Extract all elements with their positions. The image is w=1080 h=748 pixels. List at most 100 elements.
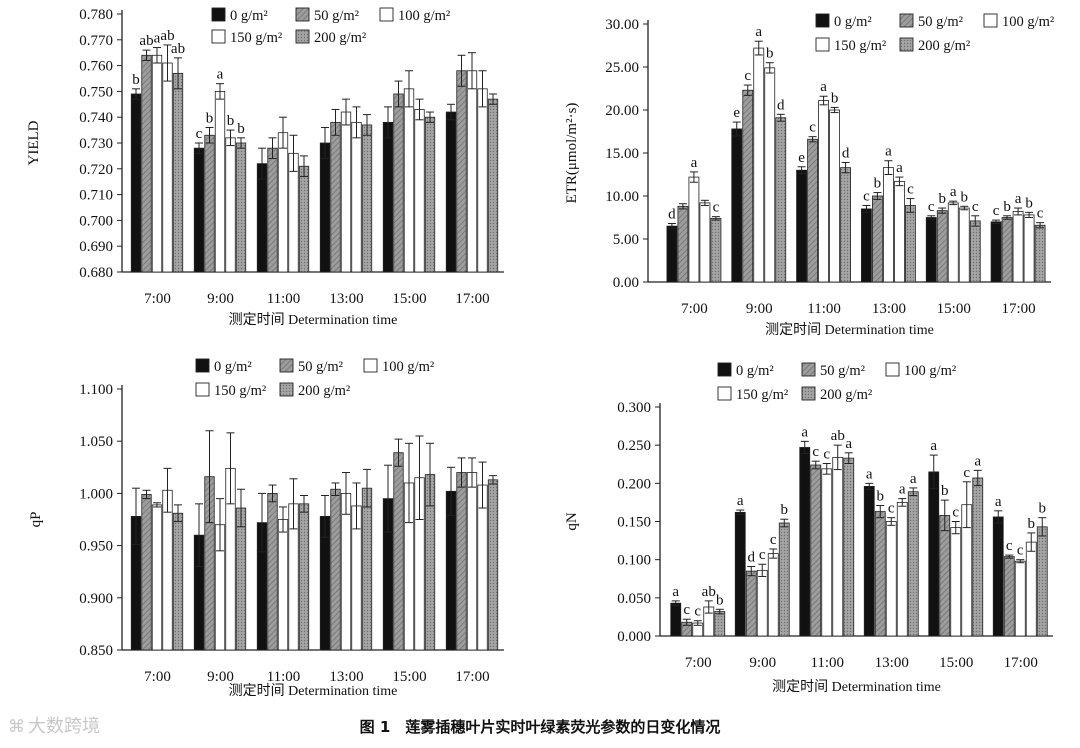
yield-legend-swatch bbox=[295, 29, 310, 44]
qn-y-tick-label: 0.000 bbox=[617, 629, 651, 645]
qn-significance-label: a bbox=[672, 584, 679, 600]
qp-bar bbox=[340, 492, 352, 651]
qn-bar bbox=[1003, 556, 1015, 637]
etr-y-tick-label: 0.00 bbox=[613, 275, 639, 291]
qp-x-tick-label: 15:00 bbox=[392, 669, 426, 685]
qp-bar bbox=[466, 472, 478, 651]
qn-significance-label: c bbox=[1006, 538, 1013, 554]
yield-x-tick-label: 9:00 bbox=[207, 291, 234, 307]
etr-x-axis-label: 测定时间 Determination time bbox=[765, 322, 934, 338]
etr-y-tick-label: 10.00 bbox=[605, 189, 639, 205]
yield-legend-swatch bbox=[295, 7, 310, 22]
etr-significance-label: b bbox=[831, 90, 839, 106]
etr-legend-label: 0 g/m² bbox=[834, 14, 872, 30]
etr-bar bbox=[1012, 211, 1024, 283]
qn-bar bbox=[972, 477, 984, 637]
etr-y-axis-label: ETR(μmol/m²·s) bbox=[564, 103, 580, 204]
yield-bar bbox=[204, 134, 215, 273]
qn-significance-label: c bbox=[888, 501, 895, 517]
etr-bar bbox=[958, 207, 970, 283]
yield-legend-swatch bbox=[211, 29, 226, 44]
etr-legend-swatch bbox=[815, 37, 830, 52]
qp-legend-label: 0 g/m² bbox=[214, 359, 252, 375]
etr-significance-label: c bbox=[809, 120, 816, 136]
qn-x-tick-label: 7:00 bbox=[685, 655, 712, 671]
yield-y-tick-label: 0.690 bbox=[79, 239, 113, 255]
qn-bar bbox=[885, 521, 897, 637]
qp-x-axis-label: 测定时间 Determination time bbox=[229, 683, 398, 699]
qn-x-tick-label: 17:00 bbox=[1004, 655, 1038, 671]
yield-bar bbox=[466, 70, 478, 273]
etr-bar bbox=[1023, 214, 1035, 283]
yield-y-tick-label: 0.740 bbox=[79, 110, 113, 126]
qp-bar bbox=[393, 452, 404, 651]
qn-x-tick-label: 15:00 bbox=[939, 655, 973, 671]
yield-bar bbox=[403, 88, 415, 273]
etr-bar bbox=[764, 67, 776, 283]
qn-bar bbox=[907, 491, 919, 637]
qn-bar bbox=[799, 447, 811, 637]
etr-significance-label: a bbox=[1015, 191, 1022, 207]
qn-legend-label: 50 g/m² bbox=[820, 363, 866, 379]
qp-bar bbox=[162, 489, 173, 651]
yield-bar bbox=[382, 121, 394, 273]
qp-y-tick-label: 1.000 bbox=[79, 486, 113, 502]
etr-bar bbox=[925, 217, 937, 283]
qn-significance-label: a bbox=[899, 482, 906, 498]
yield-bar bbox=[162, 62, 173, 273]
yield-significance-label: ab bbox=[171, 41, 185, 57]
qn-significance-label: a bbox=[845, 436, 852, 452]
qp-bar bbox=[277, 519, 289, 651]
yield-bar bbox=[477, 88, 488, 273]
yield-y-tick-label: 0.770 bbox=[79, 33, 113, 49]
qp-chart: 0.850 0.900 0.950 1.000 1.050 1.100 qP 测定时间 Det… bbox=[28, 358, 504, 699]
etr-significance-label: a bbox=[885, 144, 892, 160]
yield-x-tick-label: 11:00 bbox=[267, 291, 301, 307]
etr-y-tick-label: 20.00 bbox=[605, 103, 639, 119]
qp-y-tick-label: 1.100 bbox=[79, 382, 113, 398]
etr-significance-label: c bbox=[863, 188, 870, 204]
qn-significance-label: c bbox=[952, 505, 959, 521]
etr-significance-label: c bbox=[907, 182, 914, 198]
etr-significance-label: c bbox=[1037, 206, 1044, 222]
etr-bar bbox=[666, 225, 678, 283]
qp-bar bbox=[172, 512, 184, 651]
qn-significance-label: a bbox=[930, 438, 937, 454]
qn-significance-label: c bbox=[694, 604, 701, 620]
etr-bar bbox=[936, 210, 948, 283]
yield-y-tick-label: 0.760 bbox=[79, 59, 113, 75]
etr-significance-label: b bbox=[766, 46, 774, 62]
etr-bar bbox=[883, 167, 894, 283]
qn-bar bbox=[939, 514, 951, 637]
yield-bar bbox=[235, 142, 247, 273]
qp-legend-swatch bbox=[279, 382, 294, 397]
yield-chart: 0.680 0.690 0.700 0.710 0.720 0.730 0.740 0.750… bbox=[26, 7, 504, 328]
qn-significance-label: b bbox=[1039, 501, 1047, 517]
qn-significance-label: a bbox=[801, 424, 808, 440]
qn-significance-label: b bbox=[1028, 516, 1036, 532]
yield-legend-swatch bbox=[379, 7, 394, 22]
qn-chart: 0.000 0.050 0.100 0.150 0.200 0.250 0.300 qN 测定时… bbox=[564, 362, 1053, 695]
etr-y-tick-label: 25.00 bbox=[605, 60, 639, 76]
etr-significance-label: d bbox=[777, 97, 785, 113]
qn-significance-label: c bbox=[812, 444, 819, 460]
qn-significance-label: c bbox=[683, 602, 690, 618]
etr-significance-label: d bbox=[668, 207, 676, 223]
yield-bar bbox=[319, 142, 331, 273]
qn-significance-label: c bbox=[1017, 543, 1024, 559]
etr-legend-swatch bbox=[983, 13, 998, 28]
yield-significance-label: a bbox=[217, 67, 224, 83]
etr-significance-label: a bbox=[820, 79, 827, 95]
yield-y-tick-label: 0.730 bbox=[79, 136, 113, 152]
etr-bar bbox=[731, 128, 743, 283]
qn-bar bbox=[756, 569, 768, 637]
etr-bar bbox=[947, 202, 959, 283]
qn-bar bbox=[863, 485, 875, 637]
yield-bar bbox=[361, 124, 373, 273]
qn-y-tick-label: 0.300 bbox=[617, 400, 651, 416]
etr-significance-label: c bbox=[993, 203, 1000, 219]
etr-significance-label: a bbox=[755, 24, 762, 40]
qp-y-tick-label: 0.900 bbox=[79, 591, 113, 607]
yield-significance-label: c bbox=[196, 126, 203, 142]
yield-significance-label: a bbox=[154, 31, 161, 47]
